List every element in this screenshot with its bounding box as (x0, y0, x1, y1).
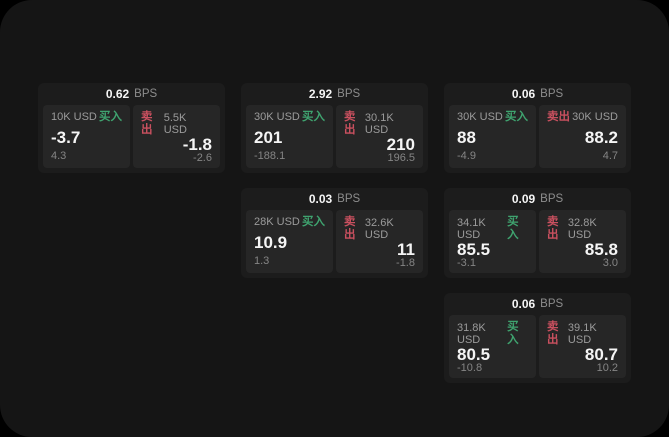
sell-side-label: 卖出 (141, 111, 153, 136)
spread-value: 0.03 (308, 192, 333, 206)
sell-side-label: 卖出 (547, 321, 559, 346)
sell-price: 88.2 (584, 127, 618, 147)
buy-delta: -4.9 (457, 149, 476, 162)
sell-price: 210 (386, 135, 415, 155)
sell-side-label: 卖出 (547, 111, 570, 123)
buy-delta: -188.1 (254, 149, 286, 162)
spread-header: 0.06 BPS (444, 83, 631, 105)
buy-tile[interactable]: 34.1K USD 买入 85.5 -3.1 (449, 210, 536, 273)
sell-delta: -2.6 (193, 152, 212, 165)
spread-value: 0.62 (105, 87, 130, 101)
buy-side-label: 买入 (507, 321, 519, 346)
sell-tile[interactable]: 卖出 39.1K USD 80.7 10.2 (539, 315, 626, 378)
quote-card: 2.92 BPS 30K USD 买入 201 -188.1 卖出 30.1K … (241, 83, 428, 173)
sell-tile[interactable]: 卖出 32.8K USD 85.8 3.0 (539, 210, 626, 273)
buy-delta: 1.3 (254, 254, 270, 267)
sell-price: 11 (397, 240, 415, 260)
sell-amount: 32.6K USD (364, 216, 394, 241)
spread-unit: BPS (134, 88, 158, 100)
sell-side-label: 卖出 (547, 216, 559, 241)
quote-card: 0.62 BPS 10K USD 买入 -3.7 4.3 卖出 5.5K USD (38, 83, 225, 173)
spread-unit: BPS (540, 88, 564, 100)
sell-tile[interactable]: 卖出 5.5K USD -1.8 -2.6 (133, 105, 220, 168)
quote-card: 0.06 BPS 30K USD 买入 88 -4.9 卖出 30K USD (444, 83, 631, 173)
buy-side-label: 买入 (507, 216, 519, 241)
buy-price: 80.5 (457, 345, 491, 365)
spread-value: 0.06 (511, 297, 536, 311)
spread-unit: BPS (540, 298, 564, 310)
quote-card: 0.03 BPS 28K USD 买入 10.9 1.3 卖出 32.6K US… (241, 188, 428, 278)
sell-tile[interactable]: 卖出 30K USD 88.2 4.7 (539, 105, 626, 168)
spread-unit: BPS (540, 193, 564, 205)
buy-tile[interactable]: 30K USD 买入 201 -188.1 (246, 105, 333, 168)
sell-delta: -1.8 (396, 257, 415, 270)
buy-side-label: 买入 (99, 111, 122, 123)
sell-price: 80.7 (584, 345, 618, 365)
sell-side-label: 卖出 (344, 216, 356, 241)
spread-value: 0.06 (511, 87, 536, 101)
buy-amount: 28K USD (254, 216, 300, 229)
quote-card: 0.09 BPS 34.1K USD 买入 85.5 -3.1 卖出 32.8K… (444, 188, 631, 278)
sell-delta: 3.0 (602, 257, 618, 270)
sell-price: -1.8 (182, 135, 212, 155)
spread-header: 0.09 BPS (444, 188, 631, 210)
quote-card: 0.06 BPS 31.8K USD 买入 80.5 -10.8 卖出 39.1… (444, 293, 631, 383)
buy-amount: 34.1K USD (457, 216, 486, 241)
buy-amount: 10K USD (51, 111, 97, 124)
buy-side-label: 买入 (505, 111, 528, 123)
buy-tile[interactable]: 30K USD 买入 88 -4.9 (449, 105, 536, 168)
sell-amount: 32.8K USD (567, 216, 597, 241)
buy-tile[interactable]: 28K USD 买入 10.9 1.3 (246, 210, 333, 273)
buy-price: 88 (457, 127, 476, 147)
buy-delta: 4.3 (51, 149, 67, 162)
buy-side-label: 买入 (302, 111, 325, 123)
buy-amount: 30K USD (254, 111, 300, 124)
sell-delta: 196.5 (387, 152, 415, 165)
sell-tile[interactable]: 卖出 30.1K USD 210 196.5 (336, 105, 423, 168)
sell-delta: 4.7 (602, 149, 618, 162)
sell-amount: 39.1K USD (567, 321, 597, 346)
sell-amount: 5.5K USD (163, 111, 187, 136)
buy-delta: -3.1 (457, 257, 476, 270)
spread-value: 0.09 (511, 192, 536, 206)
buy-price: 201 (254, 127, 283, 147)
sell-price: 85.8 (584, 240, 618, 260)
sell-amount: 30K USD (572, 111, 618, 124)
buy-price: -3.7 (51, 127, 81, 147)
buy-price: 10.9 (254, 232, 288, 252)
spread-header: 2.92 BPS (241, 83, 428, 105)
buy-amount: 30K USD (457, 111, 503, 124)
sell-delta: 10.2 (596, 362, 618, 375)
buy-side-label: 买入 (302, 216, 325, 228)
spread-value: 2.92 (308, 87, 333, 101)
spread-header: 0.03 BPS (241, 188, 428, 210)
sell-side-label: 卖出 (344, 111, 356, 136)
spread-header: 0.06 BPS (444, 293, 631, 315)
spread-header: 0.62 BPS (38, 83, 225, 105)
buy-delta: -10.8 (457, 362, 483, 375)
spread-unit: BPS (337, 193, 361, 205)
buy-tile[interactable]: 10K USD 买入 -3.7 4.3 (43, 105, 130, 168)
sell-amount: 30.1K USD (364, 111, 394, 136)
spread-unit: BPS (337, 88, 361, 100)
buy-amount: 31.8K USD (457, 321, 486, 346)
buy-price: 85.5 (457, 240, 491, 260)
sell-tile[interactable]: 卖出 32.6K USD 11 -1.8 (336, 210, 423, 273)
buy-tile[interactable]: 31.8K USD 买入 80.5 -10.8 (449, 315, 536, 378)
